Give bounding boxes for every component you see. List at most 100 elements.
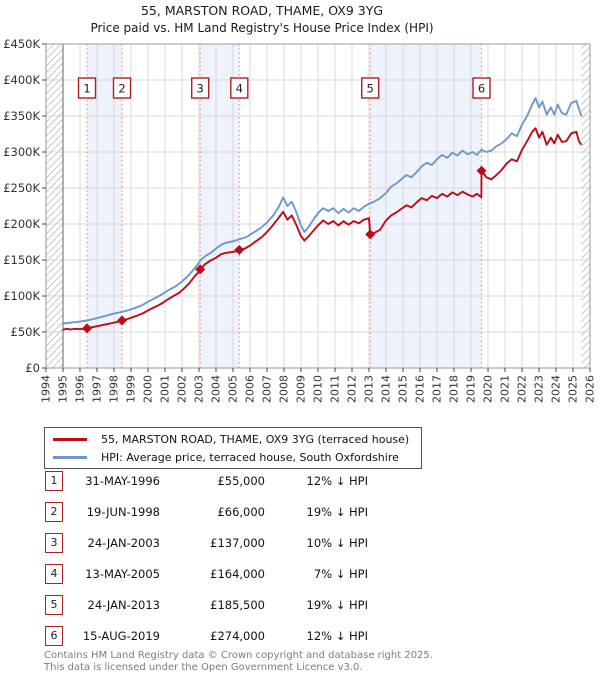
sale-hpi-diff: 19% ↓ HPI: [306, 505, 368, 519]
y-tick-label: £300K: [3, 145, 40, 159]
y-tick-label: £200K: [3, 217, 40, 231]
sale-number-badge: 1: [45, 471, 63, 491]
svg-text:1: 1: [83, 82, 90, 96]
sale-number-badge: 5: [45, 595, 63, 615]
y-tick-label: £100K: [3, 289, 40, 303]
x-tick-label: 1999: [125, 375, 138, 403]
x-tick-label: 2022: [516, 375, 529, 403]
x-tick-label: 2018: [448, 375, 461, 403]
x-tick-label: 2001: [159, 375, 172, 403]
x-tick-label: 2011: [329, 375, 342, 403]
price-history-chart: £0 £50K £100K £150K £200K £250K £300K £350K £400…: [3, 37, 597, 403]
svg-text:4: 4: [236, 82, 243, 96]
sale-number-box: 2: [112, 77, 132, 99]
svg-text:6: 6: [478, 82, 485, 96]
x-tick-label: 2013: [363, 375, 376, 403]
legend-label-property: 55, MARSTON ROAD, THAME, OX9 3YG (terrac…: [101, 433, 410, 446]
x-tick-label: 2019: [465, 375, 478, 403]
x-tick-label: 2006: [244, 375, 257, 403]
sale-number-box: 5: [361, 77, 380, 99]
blue-line-swatch: [53, 456, 87, 459]
x-tick-label: 2005: [227, 375, 240, 403]
page-subtitle: Price paid vs. HM Land Registry's House …: [90, 21, 434, 35]
sale-date: 31-MAY-1996: [85, 474, 160, 488]
x-tick-label: 2025: [567, 375, 580, 403]
sale-hpi-diff: 10% ↓ HPI: [306, 536, 368, 550]
no-data-hatch-right: [581, 44, 590, 368]
x-tick-label: 2008: [278, 375, 291, 403]
table-row: 3 24-JAN-2003 £137,000 10% ↓ HPI: [0, 533, 600, 555]
x-tick-label: 1997: [91, 375, 104, 403]
red-line-swatch: [53, 438, 87, 441]
y-tick-label: £450K: [3, 37, 40, 51]
sale-marker-diamond: [365, 229, 376, 240]
legend-item-hpi: HPI: Average price, terraced house, Sout…: [45, 448, 421, 466]
x-tick-label: 2024: [550, 375, 563, 403]
sale-price: £274,000: [210, 629, 265, 643]
x-tick-label: 2014: [380, 375, 393, 403]
x-tick-label: 2003: [193, 375, 206, 403]
x-tick-label: 2012: [346, 375, 359, 403]
x-tick-label: 2004: [210, 375, 223, 403]
ownership-band: [370, 44, 482, 368]
sale-marker-diamond: [234, 244, 245, 255]
sale-price: £185,500: [210, 598, 265, 612]
x-tick-label: 2010: [312, 375, 325, 403]
footer-line-2: This data is licensed under the Open Gov…: [44, 661, 363, 673]
x-tick-label: 2021: [499, 375, 512, 403]
sale-number-box: 6: [472, 77, 491, 99]
x-tick-label: 2009: [295, 375, 308, 403]
y-tick-label: £250K: [3, 181, 40, 195]
x-tick-label: 2002: [176, 375, 189, 403]
x-tick-label: 2007: [261, 375, 274, 403]
x-tick-label: 2023: [533, 375, 546, 403]
legend-label-hpi: HPI: Average price, terraced house, Sout…: [101, 451, 399, 464]
sale-marker-diamond: [117, 315, 127, 326]
sale-date: 24-JAN-2013: [87, 598, 161, 612]
svg-text:5: 5: [367, 82, 374, 96]
x-axis: 1994 1995 1996 1997 1998 1999 2000 2001 2002 2003…: [40, 368, 597, 403]
legend-item-property: 55, MARSTON ROAD, THAME, OX9 3YG (terrac…: [45, 430, 421, 448]
x-tick-label: 2016: [414, 375, 427, 403]
x-tick-label: 2015: [397, 375, 410, 403]
y-tick-label: £0: [25, 361, 40, 375]
svg-text:3: 3: [197, 82, 204, 96]
x-tick-label: 2017: [431, 375, 444, 403]
sale-hpi-diff: 7% ↓ HPI: [313, 567, 368, 581]
y-tick-label: £50K: [11, 325, 41, 339]
x-tick-label: 1996: [74, 375, 87, 403]
y-axis: £0 £50K £100K £150K £200K £250K £300K £350K £400…: [3, 37, 46, 375]
sale-date: 13-MAY-2005: [85, 567, 160, 581]
sale-price: £66,000: [217, 505, 265, 519]
sale-number-box: 4: [230, 77, 249, 99]
sale-price: £55,000: [217, 474, 265, 488]
sale-number-badge: 3: [45, 533, 63, 553]
sale-number-badge: 2: [45, 502, 63, 522]
x-tick-label: 2026: [584, 375, 597, 403]
y-tick-label: £400K: [3, 73, 40, 87]
x-tick-label: 1994: [40, 375, 53, 403]
series-hpi-line: [62, 97, 583, 325]
table-row: 5 24-JAN-2013 £185,500 19% ↓ HPI: [0, 595, 600, 617]
table-row: 1 31-MAY-1996 £55,000 12% ↓ HPI: [0, 471, 600, 493]
no-data-hatch-left: [46, 44, 63, 368]
chart-legend: 55, MARSTON ROAD, THAME, OX9 3YG (terrac…: [44, 427, 422, 469]
x-tick-label: 1995: [57, 375, 70, 403]
sale-price: £137,000: [210, 536, 265, 550]
license-footer: Contains HM Land Registry data © Crown c…: [44, 650, 433, 673]
sale-marker-diamond: [82, 323, 92, 334]
sale-price: £164,000: [210, 567, 265, 581]
sale-marker-diamond: [195, 264, 206, 275]
y-tick-label: £150K: [3, 253, 40, 267]
sale-hpi-diff: 12% ↓ HPI: [306, 474, 368, 488]
svg-text:2: 2: [118, 82, 125, 96]
table-row: 4 13-MAY-2005 £164,000 7% ↓ HPI: [0, 564, 600, 586]
page-title: 55, MARSTON ROAD, THAME, OX9 3YG: [140, 3, 384, 18]
x-tick-label: 2020: [482, 375, 495, 403]
sale-date: 15-AUG-2019: [82, 629, 160, 643]
sale-date: 19-JUN-1998: [86, 505, 160, 519]
sale-hpi-diff: 12% ↓ HPI: [306, 629, 368, 643]
sale-marker-diamond: [476, 165, 487, 176]
footer-line-1: Contains HM Land Registry data © Crown c…: [44, 650, 433, 661]
